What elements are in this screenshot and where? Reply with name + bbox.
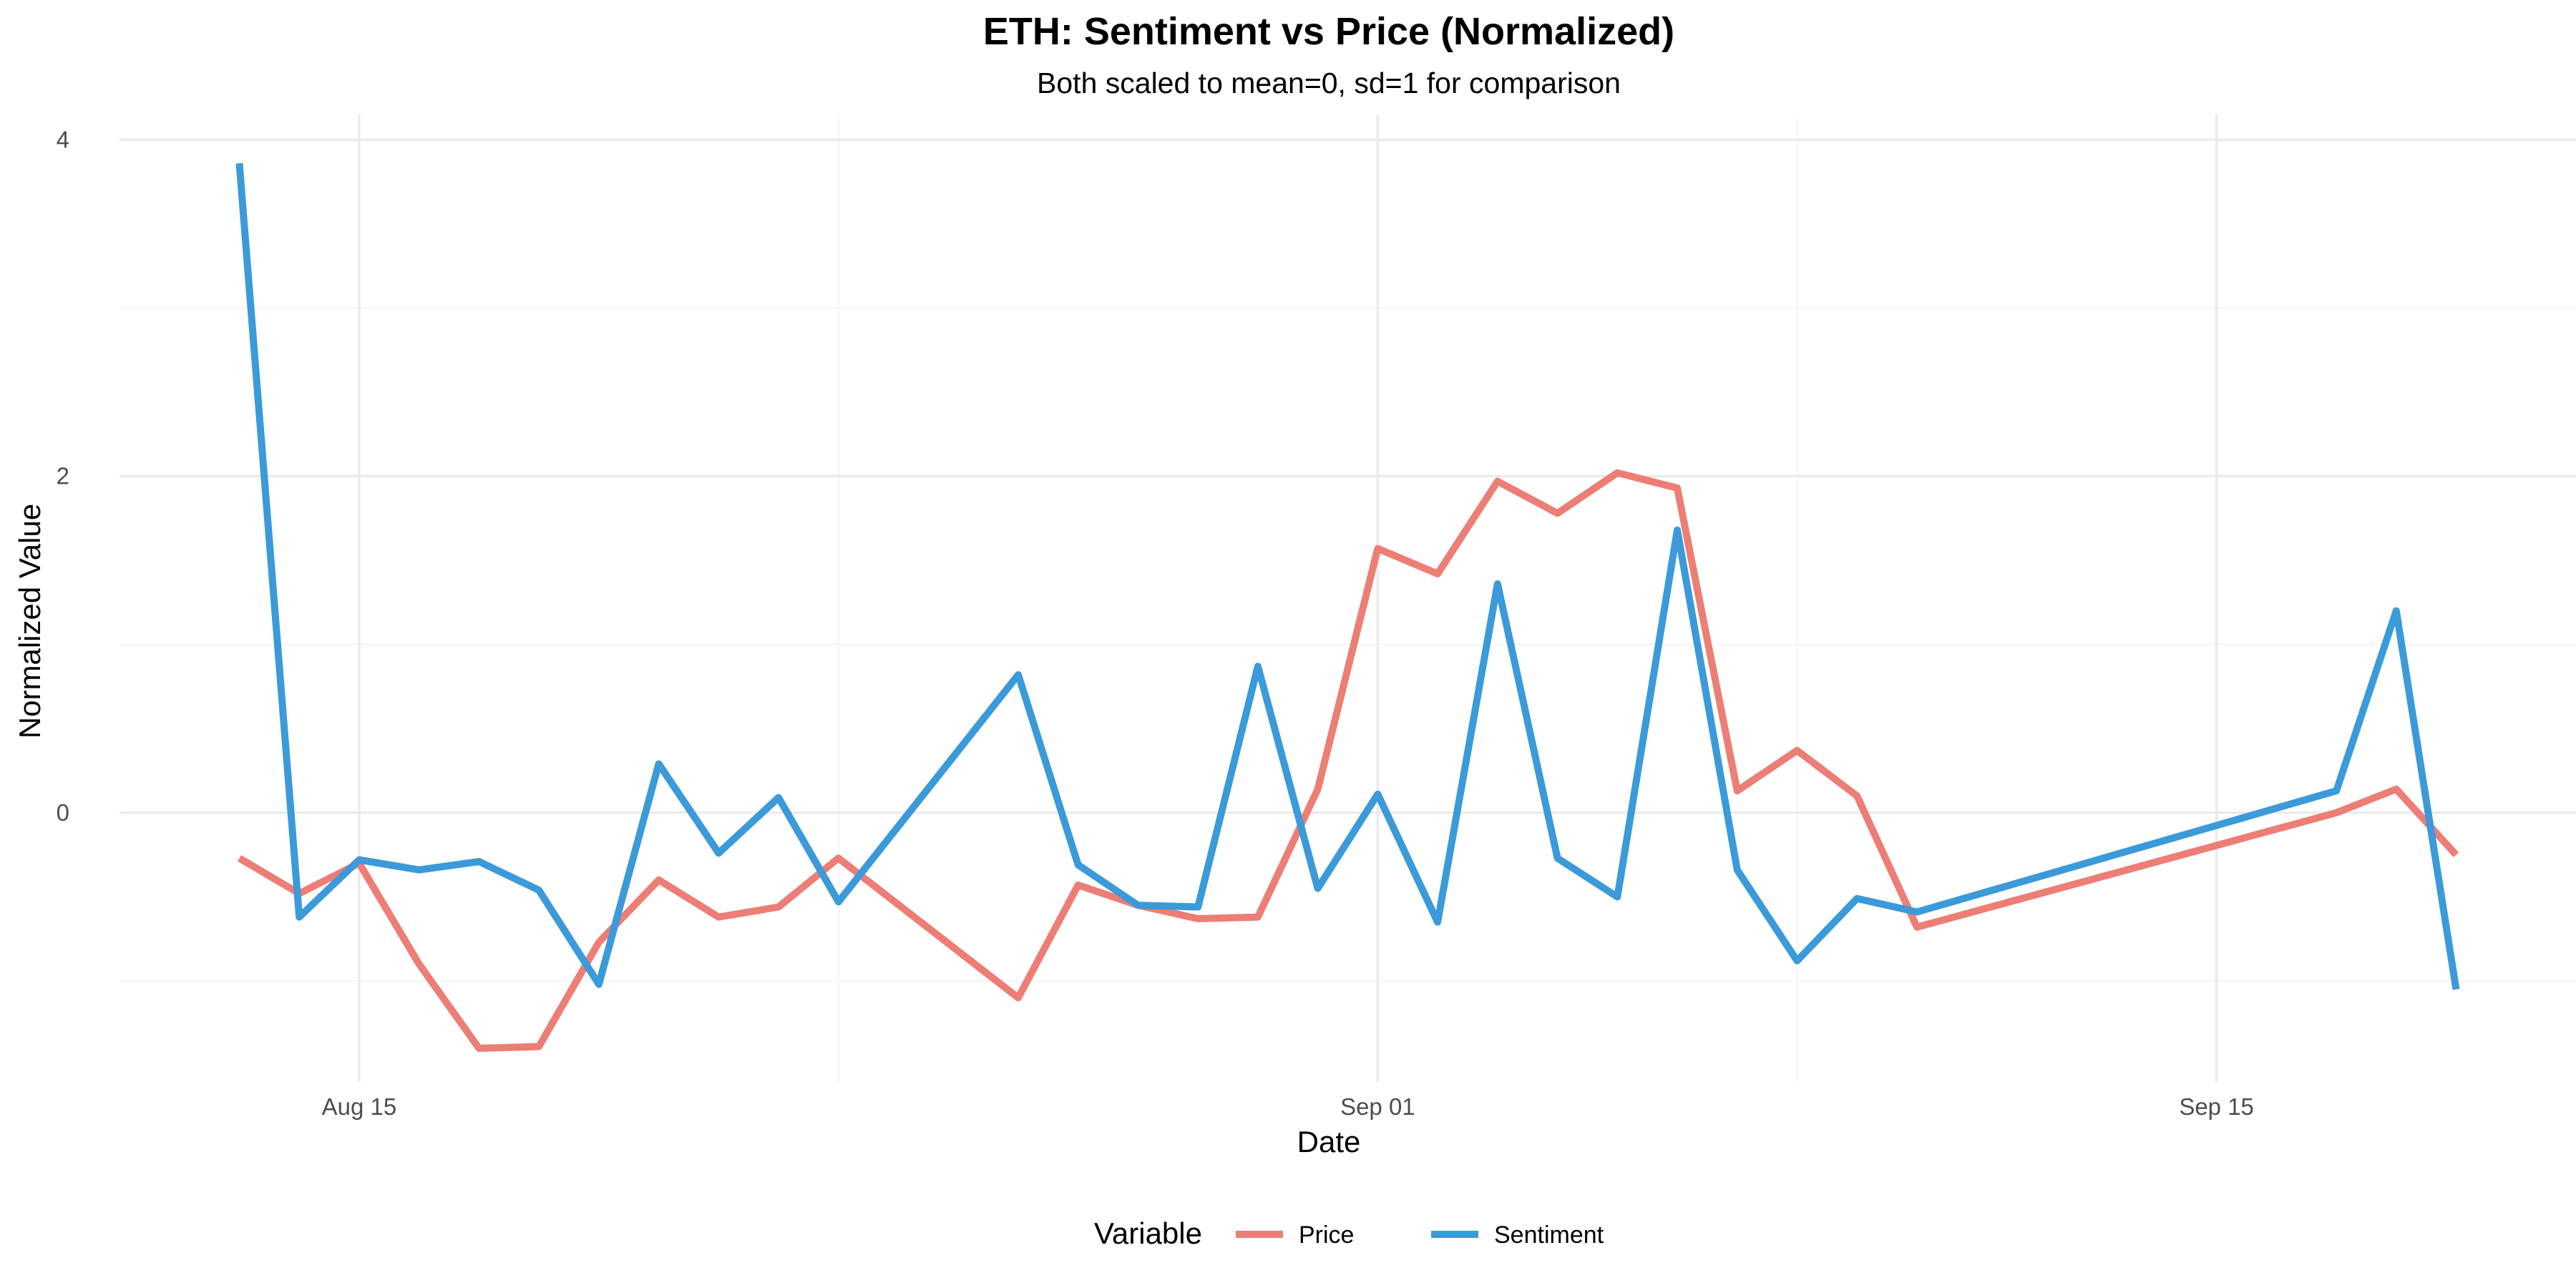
y-axis-ticks: 0 2 4 — [57, 126, 69, 826]
legend-label-sentiment: Sentiment — [1494, 1221, 1604, 1249]
legend-title: Variable — [1094, 1216, 1202, 1250]
chart-subtitle: Both scaled to mean=0, sd=1 for comparis… — [1037, 67, 1621, 99]
series-layer — [235, 162, 2460, 1052]
x-tick-label: Aug 15 — [322, 1093, 397, 1120]
series-line-price — [237, 469, 2459, 1052]
legend-items: Price Sentiment — [1236, 1221, 1604, 1249]
x-axis-ticks: Aug 15 Sep 01 Sep 15 — [322, 1093, 2254, 1120]
x-axis-title: Date — [1297, 1125, 1361, 1158]
y-tick-label: 0 — [57, 799, 69, 826]
legend-label-price: Price — [1299, 1221, 1354, 1249]
plot-panel — [119, 114, 2576, 1082]
legend: Variable Price Sentiment — [1094, 1216, 1604, 1250]
x-tick-label: Sep 15 — [2179, 1093, 2254, 1120]
grid-layer — [119, 114, 2576, 1082]
y-tick-label: 2 — [57, 463, 69, 489]
y-tick-label: 4 — [57, 126, 69, 152]
x-tick-label: Sep 01 — [1340, 1093, 1415, 1120]
chart-title: ETH: Sentiment vs Price (Normalized) — [983, 10, 1674, 53]
series-line-sentiment — [235, 162, 2460, 990]
y-axis-title: Normalized Value — [13, 504, 47, 738]
